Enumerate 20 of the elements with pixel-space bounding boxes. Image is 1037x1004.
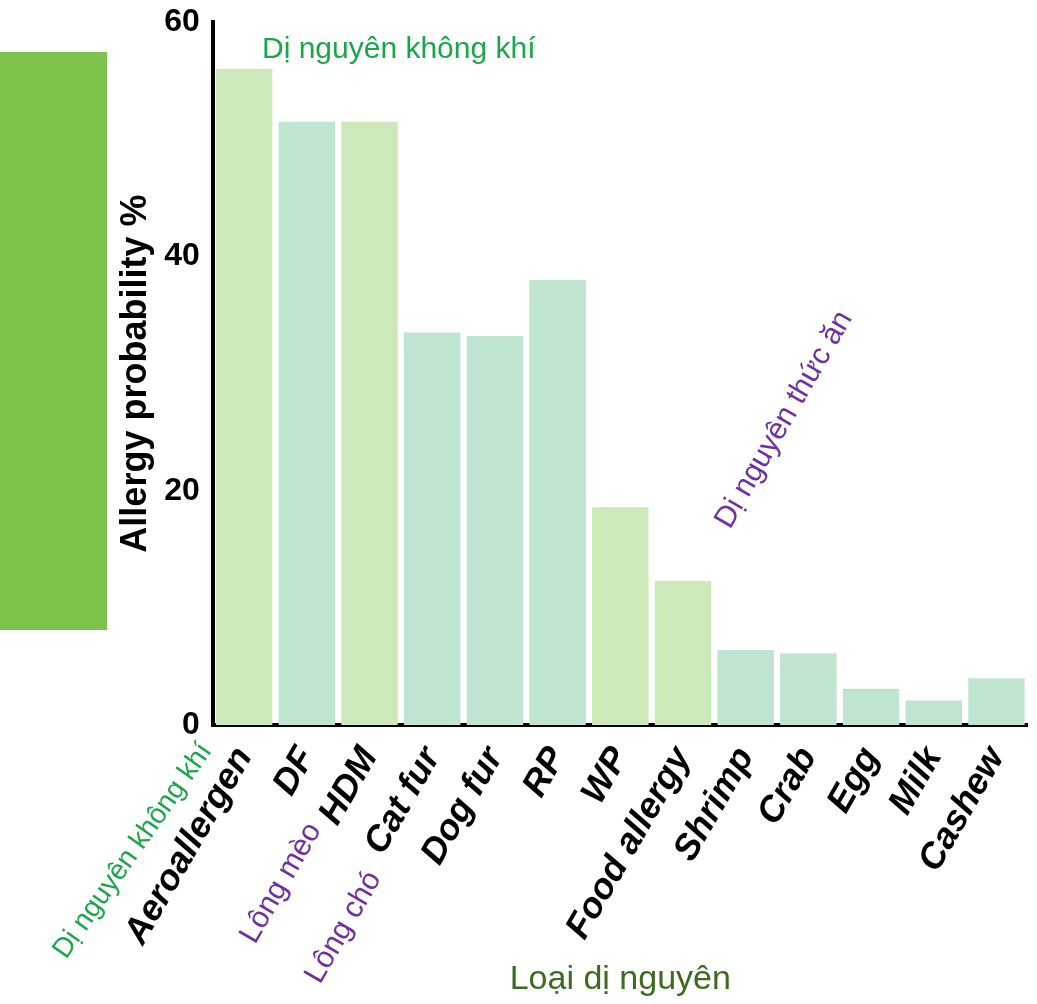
x-tick-label: RP <box>512 738 574 804</box>
bar <box>592 507 649 726</box>
x-axis-title: Loại dị nguyên <box>509 957 731 996</box>
y-tick-label: 20 <box>164 470 200 507</box>
bar <box>717 650 774 726</box>
bar <box>529 279 586 726</box>
y-tick-label: 40 <box>164 236 200 273</box>
x-tick-label: DF <box>262 738 323 802</box>
bar <box>278 121 336 726</box>
bar <box>842 688 900 726</box>
bar <box>780 653 837 726</box>
bar <box>341 121 398 726</box>
bar <box>905 700 962 726</box>
annotation: Dị nguyên không khí <box>262 31 537 64</box>
bar <box>466 336 524 726</box>
bar <box>404 332 461 726</box>
bar <box>654 580 712 726</box>
y-tick-label: 60 <box>164 2 200 39</box>
bar <box>968 678 1025 726</box>
y-axis-title: Allergy probability % <box>112 194 154 553</box>
